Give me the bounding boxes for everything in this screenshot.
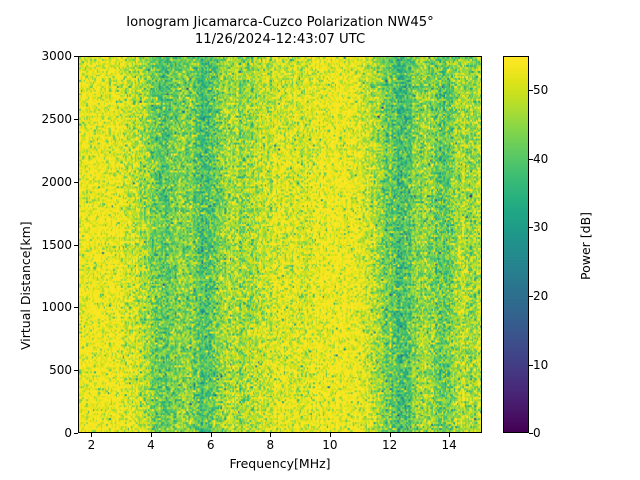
colorbar-tick-label: 0	[533, 426, 541, 440]
x-tick-mark	[151, 433, 153, 437]
x-tick-mark	[329, 433, 331, 437]
y-tick-mark	[74, 370, 78, 372]
colorbar-tick-label: 10	[533, 357, 549, 372]
colorbar-tick-label: 50	[533, 83, 549, 98]
y-tick-mark	[74, 181, 78, 183]
plot-title: Ionogram Jicamarca-Cuzco Polarization NW…	[0, 14, 560, 48]
y-tick-mark	[74, 307, 78, 309]
y-tick-label: 0	[64, 426, 72, 440]
x-tick-mark	[389, 433, 391, 437]
y-axis-label: Virtual Distance[km]	[18, 221, 33, 350]
x-axis-label: Frequency[MHz]	[229, 456, 331, 471]
heatmap-axes	[78, 56, 482, 433]
y-tick-mark	[74, 244, 78, 246]
y-tick-mark	[74, 433, 78, 435]
x-tick-label: 4	[147, 438, 155, 452]
colorbar-tick-label: 40	[533, 151, 549, 166]
x-tick-label: 8	[266, 438, 275, 452]
colorbar-tick-mark	[529, 227, 533, 229]
x-tick-label: 14	[441, 438, 457, 452]
x-tick-mark	[449, 433, 451, 437]
y-tick-label: 2000	[41, 174, 72, 189]
x-tick-label: 12	[381, 438, 398, 452]
colorbar-gradient	[504, 57, 528, 432]
title-line-2: 11/26/2024-12:43:07 UTC	[194, 32, 366, 47]
colorbar-tick-mark	[529, 90, 533, 92]
y-tick-mark	[74, 118, 78, 120]
colorbar-label: Power [dB]	[578, 211, 593, 280]
ionogram-heatmap	[79, 57, 481, 432]
x-tick-label: 10	[322, 438, 338, 452]
colorbar-tick-mark	[529, 158, 533, 160]
x-tick-mark	[270, 433, 272, 437]
x-tick-mark	[210, 433, 212, 437]
y-tick-label: 1000	[41, 300, 72, 315]
colorbar	[503, 56, 529, 433]
colorbar-tick-label: 30	[533, 220, 549, 235]
colorbar-tick-mark	[529, 364, 533, 366]
y-tick-label: 3000	[41, 49, 72, 63]
colorbar-tick-label: 20	[533, 288, 549, 303]
y-tick-label: 1500	[41, 237, 72, 252]
x-tick-mark	[91, 433, 93, 437]
y-tick-mark	[74, 56, 78, 58]
y-tick-label: 2500	[41, 111, 72, 126]
x-tick-label: 6	[206, 438, 215, 452]
x-tick-label: 2	[87, 438, 96, 452]
colorbar-tick-mark	[529, 433, 533, 435]
colorbar-tick-mark	[529, 295, 533, 297]
title-line-1: Ionogram Jicamarca-Cuzco Polarization NW…	[126, 15, 434, 30]
y-tick-label: 500	[49, 363, 72, 378]
